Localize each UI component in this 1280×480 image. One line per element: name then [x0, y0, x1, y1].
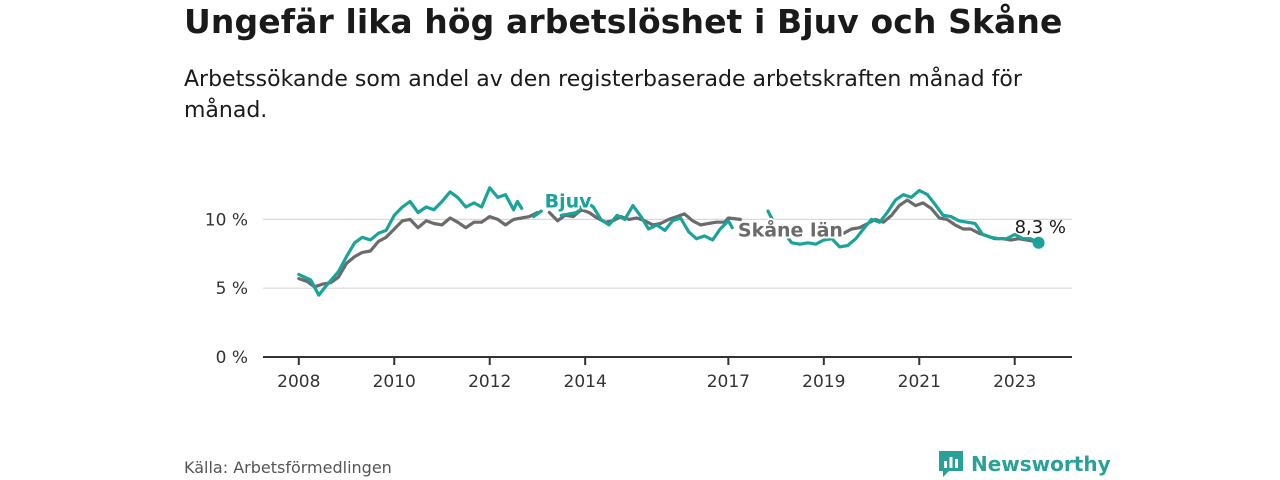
series-line-bjuv — [532, 209, 543, 219]
source-note: Källa: Arbetsförmedlingen — [184, 458, 392, 477]
x-axis: 0 % 5 % 10 % 2008 2010 2012 2014 2017 2019 2021 20… — [205, 210, 1072, 392]
series-line-bjuv — [782, 188, 1041, 249]
end-value-label: 8,3 % — [1015, 217, 1066, 238]
series-label: Bjuv — [545, 191, 593, 213]
x-tick-label: 2012 — [468, 372, 511, 392]
annotations: Bjuv Skåne län 8,3 % — [543, 189, 1066, 249]
chart-subtitle: Arbetssökande som andel av den registerb… — [184, 67, 1022, 123]
x-tick-label: 2010 — [373, 372, 416, 392]
brand-name: Newsworthy — [971, 452, 1111, 476]
y-tick-label: 0 % — [216, 348, 248, 368]
series-lines — [297, 186, 1041, 297]
end-point-marker — [1032, 236, 1045, 249]
x-tick-label: 2023 — [993, 372, 1036, 392]
x-tick-label: 2008 — [277, 372, 320, 392]
y-tick-label: 5 % — [216, 279, 248, 299]
chart-title: Ungefär lika hög arbetslöshet i Bjuv och… — [184, 2, 1063, 41]
newsworthy-logo-icon — [939, 451, 963, 477]
series-line-bjuv — [559, 199, 734, 242]
series-line-sk-ne-l-n — [297, 210, 539, 289]
x-tick-label: 2021 — [898, 372, 941, 392]
x-tick-label: 2017 — [707, 372, 750, 392]
x-tick-label: 2019 — [802, 372, 845, 392]
series-label: Skåne län — [738, 217, 843, 241]
x-tick-label: 2014 — [564, 372, 607, 392]
y-tick-label: 10 % — [205, 210, 248, 230]
series-line-bjuv — [297, 186, 524, 297]
brand-logo: Newsworthy — [937, 449, 1111, 479]
series-line-bjuv — [766, 209, 774, 221]
